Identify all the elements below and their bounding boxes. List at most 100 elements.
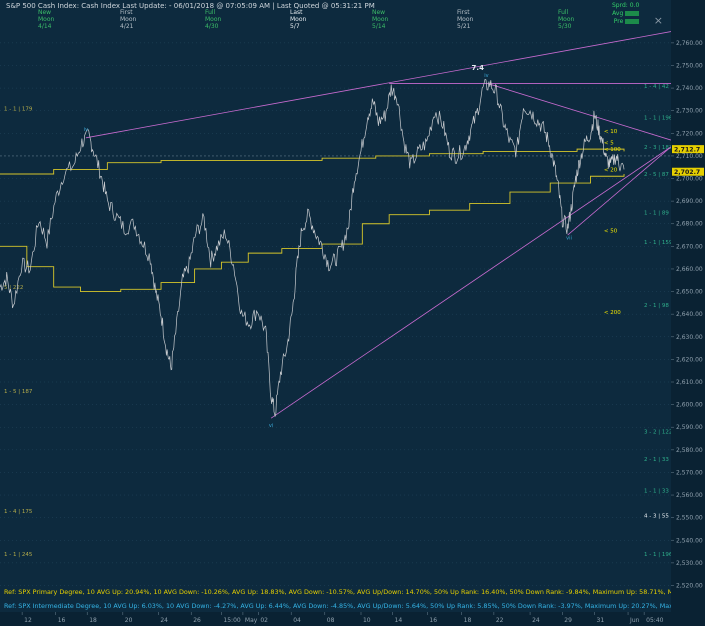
- moon-phase-line: First: [457, 9, 470, 16]
- fib-level-label: 1 - 4 | 175: [4, 509, 33, 515]
- x-tick-label: 10: [363, 617, 371, 624]
- x-tick-label: May: [245, 617, 258, 624]
- moon-phase-label: New Moon 5/14: [372, 9, 388, 30]
- x-tick-label: 05:40: [646, 617, 663, 624]
- wave-label: vii: [566, 236, 572, 242]
- chart-plot-area[interactable]: 1 - 1 | 179 1 - 5 | 187 1 - 4 | 175 1 - 1 |…: [0, 0, 702, 612]
- stats-intermediate: Ref: SPX Intermediate Degree, 10 AVG Up:…: [4, 602, 702, 610]
- moving-average-label: < 200: [604, 310, 621, 316]
- y-tick-label: 2,650.00: [676, 289, 703, 296]
- moon-phase-label: First Moon 5/21: [457, 9, 473, 30]
- status-bar: [625, 19, 640, 24]
- y-tick-label: 2,530.00: [676, 560, 703, 567]
- wave-label: iv: [84, 127, 88, 133]
- moon-phase-line: New: [372, 9, 386, 16]
- moon-phase-line: New: [38, 9, 52, 16]
- fib-level-label: 2 - 1 | 33: [644, 457, 669, 463]
- fib-level-label: 2 - 3 | 183: [644, 145, 671, 151]
- fib-level-label: 1 - 1 | 245: [4, 552, 33, 558]
- status-spread: Sprd: 0.0: [612, 2, 640, 9]
- moon-phase-line: Moon: [290, 16, 307, 23]
- fib-level-label: 5 | 222: [4, 285, 23, 291]
- y-tick-label: 2,600.00: [676, 402, 703, 409]
- y-tick-label: 2,630.00: [676, 334, 703, 341]
- moving-average-label: < 100: [604, 147, 621, 153]
- wave-label: iv: [484, 73, 488, 79]
- fib-level-label: 1 - 1 | 196: [644, 115, 671, 121]
- x-tick-label: 18: [464, 617, 472, 624]
- fib-level-label: 3 - 2 | 122: [644, 430, 671, 436]
- fib-level-label: 1 - 1 | 179: [4, 106, 33, 112]
- fib-level-label: 1 - 1 | 159: [644, 240, 671, 246]
- y-tick-label: 2,710.00: [676, 153, 703, 160]
- moon-phase-line: 5/7: [290, 23, 300, 30]
- x-tick-label: 02: [260, 617, 268, 624]
- x-tick-label: 16: [429, 617, 437, 624]
- moving-average-label: < 10: [604, 129, 618, 135]
- price-series: [0, 78, 625, 417]
- price-line: [0, 78, 625, 417]
- moon-phase-label: Full Moon 4/30: [205, 9, 221, 30]
- y-tick-label: 2,700.00: [676, 176, 703, 183]
- moving-average-100: [0, 148, 625, 175]
- y-tick-label: 2,670.00: [676, 243, 703, 250]
- x-tick-label: 15:00: [223, 617, 240, 624]
- moon-phase-line: Moon: [120, 16, 137, 23]
- y-tick-label: 2,580.00: [676, 447, 703, 454]
- moon-phase-line: Moon: [457, 16, 474, 23]
- x-tick-label: 24: [160, 617, 168, 624]
- x-tick-label: 29: [564, 617, 572, 624]
- moon-phase-line: 4/14: [38, 23, 52, 30]
- close-icon[interactable]: ×: [653, 14, 663, 27]
- chart-header-title: S&P 500 Cash Index: Cash Index Last Upda…: [6, 2, 375, 10]
- y-tick-label: 2,720.00: [676, 130, 703, 137]
- y-tick-label: 2,660.00: [676, 266, 703, 273]
- moon-phase-line: Full: [558, 9, 569, 16]
- wave-label: vi: [269, 423, 273, 429]
- x-tick-label: Jun: [629, 617, 640, 624]
- last-price-label: 2,702.7: [674, 169, 700, 176]
- moving-average-label: < 50: [604, 229, 618, 235]
- gridlines: [0, 42, 671, 586]
- moon-phase-line: 5/21: [457, 23, 471, 30]
- fib-level-labels: 1 - 1 | 179 1 - 5 | 187 1 - 4 | 175 1 - 1 |…: [4, 84, 671, 558]
- y-tick-label: 2,520.00: [676, 582, 703, 589]
- x-tick-label: 24: [532, 617, 540, 624]
- x-tick-label: 08: [327, 617, 335, 624]
- moon-phase-line: First: [120, 9, 133, 16]
- y-tick-label: 2,760.00: [676, 40, 703, 47]
- x-tick-label: 26: [193, 617, 201, 624]
- price-axis-svg: 2,520.00 2,530.00 2,540.00 2,550.00 2,560.00…: [671, 40, 704, 589]
- trendline: [270, 146, 671, 419]
- y-tick-label: 2,640.00: [676, 311, 703, 318]
- moon-phase-line: Moon: [372, 16, 389, 23]
- fib-level-label: 1 - 5 | 187: [4, 389, 33, 395]
- moving-average-label: < 20: [604, 167, 618, 173]
- price-axis[interactable]: 2,520.00 2,530.00 2,540.00 2,550.00 2,560.00…: [671, 0, 705, 612]
- stats-primary: Ref: SPX Primary Degree, 10 AVG Up: 20.9…: [4, 588, 700, 596]
- x-tick-label: 18: [89, 617, 97, 624]
- moon-phase-label: Full Moon 5/30: [558, 9, 574, 30]
- status-box: Sprd: 0.0 Avg Pre: [612, 2, 640, 26]
- x-tick-label: 31: [597, 617, 605, 624]
- y-tick-label: 2,620.00: [676, 356, 703, 363]
- chart-svg[interactable]: 1 - 1 | 179 1 - 5 | 187 1 - 4 | 175 1 - 1 |…: [0, 0, 671, 612]
- moon-phase-line: 4/21: [120, 23, 134, 30]
- x-tick-label: 14: [395, 617, 403, 624]
- moving-averages: [0, 148, 625, 293]
- fib-level-label: 2 - 5 | 87: [644, 172, 669, 178]
- status-bar: [625, 11, 640, 16]
- moon-phase-line: 5/30: [558, 23, 572, 30]
- last-price-box: [672, 145, 704, 154]
- y-tick-label: 2,680.00: [676, 221, 703, 228]
- moving-average-20: [0, 174, 625, 293]
- last-price-box: [672, 167, 704, 176]
- fib-level-label: 1 - 1 | 33: [644, 489, 669, 495]
- status-avg: Avg: [612, 10, 624, 17]
- x-tick-label: 12: [24, 617, 32, 624]
- y-tick-label: 2,610.00: [676, 379, 703, 386]
- time-axis[interactable]: 12 16 18 20 24 26 15:00 May 02 04 08 10 14 16 18 22 24 29…: [0, 612, 705, 626]
- moon-phase-line: Full: [205, 9, 216, 16]
- fib-level-label: 2 - 1 | 98: [644, 303, 669, 309]
